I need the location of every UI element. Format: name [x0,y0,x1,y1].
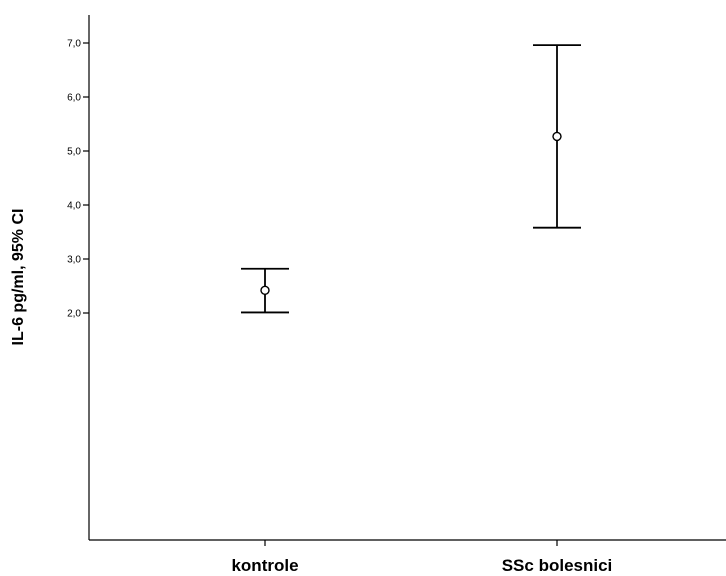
mean-point [260,285,270,296]
y-tick-label: 7,0 [67,39,81,50]
y-tick-label: 6,0 [67,93,81,104]
y-tick-label: 3,0 [67,255,81,266]
y-ticks: 2,0 3,0 4,0 5,0 6,0 7,0 [67,39,89,320]
y-axis-title: IL-6 pg/ml, 95% CI [10,209,27,346]
mean-point [552,131,562,142]
y-tick-label: 4,0 [67,201,81,212]
y-tick-label: 5,0 [67,147,81,158]
x-ticks: kontrole SSc bolesnici [231,540,612,575]
x-category-label: kontrole [231,556,298,575]
x-category-label: SSc bolesnici [502,556,613,575]
error-bars [241,44,581,314]
plot-area: 2,0 3,0 4,0 5,0 6,0 7,0 kontrole SSc bolesnici [67,15,726,575]
y-tick-label: 2,0 [67,309,81,320]
